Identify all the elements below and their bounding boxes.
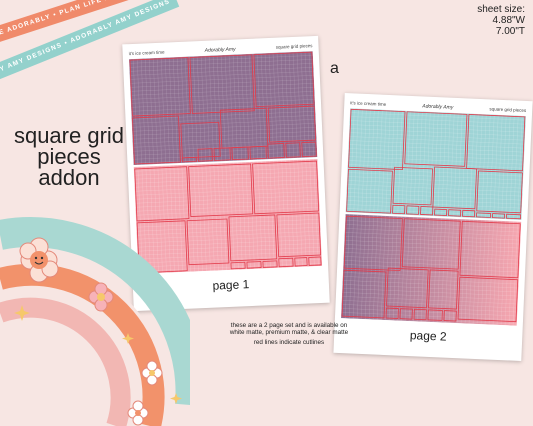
sheet-size-height: 7.00"T bbox=[495, 26, 525, 37]
page-2-brand: Adorably Amy bbox=[422, 102, 454, 111]
sheet-size-label: sheet size: bbox=[477, 4, 525, 15]
page-1-brand: Adorably Amy bbox=[204, 45, 236, 54]
sheet-size-info: sheet size: 4.88"W 7.00"T bbox=[477, 4, 525, 37]
page-1-purple-block bbox=[128, 51, 318, 166]
rainbow-gap-2 bbox=[0, 292, 136, 426]
title-line-1: square grid bbox=[13, 123, 125, 148]
page-2-cutlines bbox=[341, 108, 526, 323]
page-1-grid-pieces bbox=[128, 51, 323, 274]
title-line-3: addon bbox=[38, 165, 100, 190]
flower-icon bbox=[88, 282, 114, 312]
page-1-grid-area bbox=[128, 51, 323, 274]
title-line-2: pieces bbox=[37, 144, 101, 169]
rainbow-decoration bbox=[0, 217, 190, 426]
sparkle-icons bbox=[14, 305, 182, 404]
flower-small-icon bbox=[141, 360, 163, 386]
rainbow-band-teal bbox=[0, 217, 190, 405]
variant-letter: a bbox=[330, 60, 339, 77]
page-1-cutlines bbox=[129, 51, 322, 274]
info-cutlines: red lines indicate cutlines bbox=[253, 339, 325, 347]
page-2-grid-area bbox=[340, 108, 526, 326]
page-2-header-right: square grid pieces bbox=[489, 106, 527, 113]
page-2-teal-block bbox=[345, 108, 526, 220]
sheet-size-width: 4.88"W bbox=[492, 15, 525, 26]
page-1-header-right: square grid pieces bbox=[275, 43, 313, 50]
product-info: these are a 2 page set and is available … bbox=[228, 322, 350, 350]
product-title: square grid pieces addon bbox=[8, 123, 130, 190]
page-1-header-left: it's ice cream time bbox=[128, 49, 165, 57]
sticker-page-2: it's ice cream time Adorably Amy square … bbox=[333, 93, 533, 361]
info-availability: these are a 2 page set and is available … bbox=[229, 322, 349, 337]
page-2-grid-pieces bbox=[340, 108, 526, 326]
page-2-label: page 2 bbox=[409, 328, 447, 344]
page-2-header-left: it's ice cream time bbox=[350, 100, 387, 107]
sticker-page-1: it's ice cream time Adorably Amy square … bbox=[122, 35, 330, 312]
rainbow-band-pink bbox=[0, 297, 131, 426]
flower-smiley-icon bbox=[19, 237, 59, 283]
flower-bottom-icon bbox=[127, 400, 149, 426]
page-1-pink-block bbox=[133, 158, 323, 274]
